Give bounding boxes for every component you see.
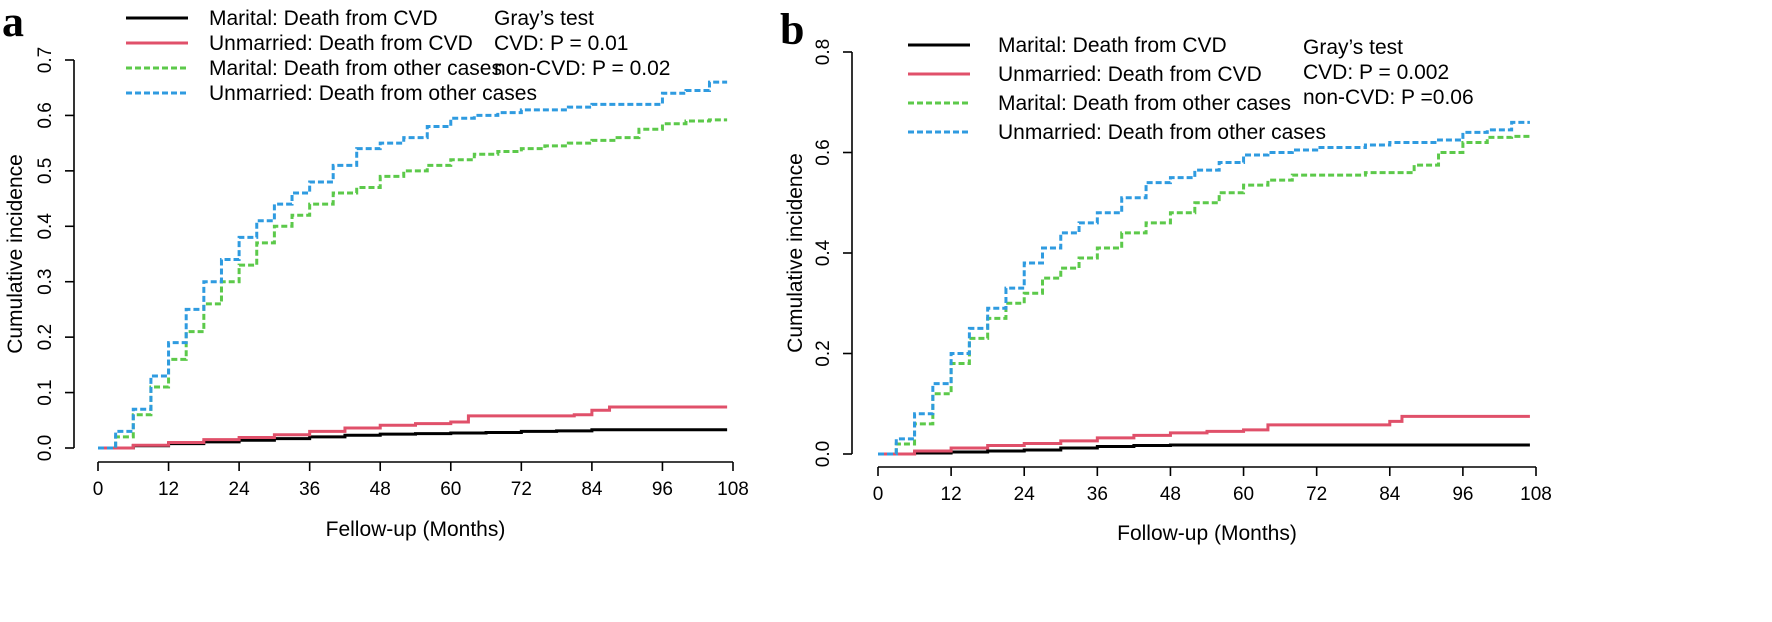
x-tick-label: 84 (581, 479, 603, 500)
x-tick-label: 24 (1014, 484, 1036, 505)
y-tick-label: 0.6 (813, 139, 834, 165)
x-tick-label: 36 (1087, 484, 1108, 505)
legend-entry: Unmarried: Death from CVD (209, 32, 473, 55)
x-tick-label: 12 (941, 484, 962, 505)
y-axis-title: Cumulative incidence (4, 154, 27, 354)
x-axis-title: Follow-up (Months) (1117, 522, 1297, 545)
x-tick-label: 84 (1379, 484, 1401, 505)
x-tick-label: 0 (873, 484, 884, 505)
legend-entry: Marital: Death from CVD (209, 7, 438, 30)
x-tick-label: 60 (440, 479, 461, 500)
x-tick-label: 60 (1233, 484, 1254, 505)
x-axis-title: Fellow-up (Months) (326, 518, 506, 541)
series-line-4 (878, 120, 1530, 456)
y-tick-label: 0.1 (35, 379, 56, 405)
series-line-2 (98, 405, 728, 450)
series-line-4 (98, 80, 728, 450)
panel-label: b (780, 5, 804, 54)
legend-entry: Marital: Death from other cases (209, 57, 502, 80)
x-tick-label: 24 (229, 479, 251, 500)
y-axis-title: Cumulative incidence (784, 153, 807, 353)
annotation-line: Gray’s test (1303, 36, 1403, 59)
y-tick-label: 0.0 (813, 441, 834, 467)
y-tick-label: 0.4 (35, 213, 56, 240)
y-tick-label: 0.3 (35, 269, 56, 295)
legend-entry: Marital: Death from other cases (998, 92, 1291, 115)
y-tick-label: 0.5 (35, 158, 56, 184)
x-tick-label: 96 (652, 479, 673, 500)
panel-a: a 0 12 24 36 48 60 72 84 96 108 0.0 0.1 0.2 0.3 0.4 0.5 0… (2, 0, 749, 541)
series-line-3 (98, 118, 728, 450)
y-tick-label: 0.6 (35, 102, 56, 128)
annotation-line: CVD: P = 0.01 (494, 32, 628, 55)
x-tick-label: 72 (1306, 484, 1327, 505)
annotation-line: CVD: P = 0.002 (1303, 61, 1449, 84)
y-tick-label: 0.2 (35, 324, 56, 350)
y-tick-label: 0.4 (813, 239, 834, 266)
x-tick-label: 108 (717, 479, 749, 500)
annotation-line: non-CVD: P =0.06 (1303, 86, 1474, 109)
y-tick-label: 0.2 (813, 340, 834, 366)
legend-entry: Marital: Death from CVD (998, 34, 1227, 57)
series-line-3 (878, 134, 1530, 456)
series-line-2 (878, 414, 1530, 456)
legend-entry: Unmarried: Death from CVD (998, 63, 1262, 86)
series-line-1 (878, 443, 1530, 456)
legend-entry: Unmarried: Death from other cases (998, 121, 1326, 144)
panel-label: a (2, 0, 24, 46)
x-tick-label: 48 (1160, 484, 1181, 505)
series-line-1 (98, 428, 728, 450)
x-tick-label: 0 (93, 479, 104, 500)
panel-b: b 0 12 24 36 48 60 72 84 96 108 0.0 0.2 0.4 0.6 0.8 Foll… (780, 5, 1552, 545)
x-tick-label: 96 (1452, 484, 1473, 505)
legend-entry: Unmarried: Death from other cases (209, 82, 537, 105)
annotation-line: Gray’s test (494, 7, 594, 30)
y-tick-label: 0.7 (35, 47, 56, 73)
x-tick-label: 108 (1520, 484, 1552, 505)
annotation-line: non-CVD: P = 0.02 (494, 57, 670, 80)
x-tick-label: 36 (299, 479, 320, 500)
x-tick-label: 48 (370, 479, 391, 500)
y-tick-label: 0.0 (35, 435, 56, 461)
y-tick-label: 0.8 (813, 39, 834, 65)
x-tick-label: 72 (511, 479, 532, 500)
x-tick-label: 12 (158, 479, 179, 500)
